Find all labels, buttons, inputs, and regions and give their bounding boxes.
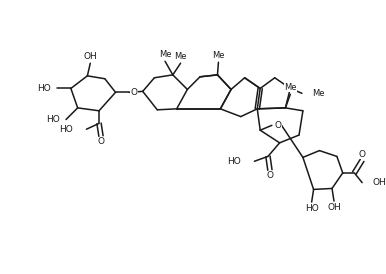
Text: Me: Me bbox=[284, 83, 296, 92]
Text: Me: Me bbox=[212, 51, 225, 60]
Text: HO: HO bbox=[47, 115, 60, 124]
Text: HO: HO bbox=[37, 84, 51, 93]
Text: Me: Me bbox=[159, 50, 171, 59]
Text: HO: HO bbox=[59, 125, 73, 134]
Text: O: O bbox=[359, 150, 366, 159]
Text: OH: OH bbox=[327, 203, 341, 212]
Text: HO: HO bbox=[227, 157, 241, 166]
Text: O: O bbox=[98, 137, 105, 146]
Text: O: O bbox=[130, 88, 137, 97]
Text: HO: HO bbox=[305, 204, 318, 213]
Text: Me: Me bbox=[312, 89, 324, 98]
Text: OH: OH bbox=[373, 178, 386, 187]
Text: Me: Me bbox=[174, 52, 187, 61]
Text: O: O bbox=[274, 121, 281, 130]
Text: OH: OH bbox=[83, 52, 97, 61]
Text: O: O bbox=[266, 171, 273, 180]
